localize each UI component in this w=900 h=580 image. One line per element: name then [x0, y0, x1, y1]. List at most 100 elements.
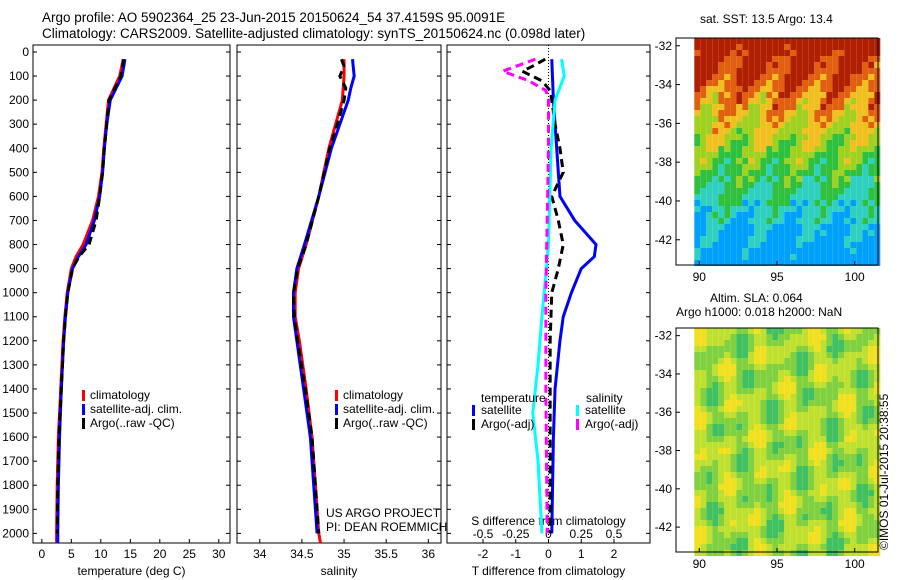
- map-cell: [838, 358, 845, 364]
- map-cell: [694, 466, 701, 472]
- map-cell: [874, 80, 881, 86]
- map-cell: [700, 176, 707, 182]
- map-cell: [844, 490, 851, 496]
- map-cell: [826, 328, 833, 334]
- map-cell: [712, 508, 719, 514]
- map-cell: [868, 502, 875, 508]
- map-cell: [712, 478, 719, 484]
- map-cell: [838, 538, 845, 544]
- map-cell: [838, 352, 845, 358]
- map-cell: [742, 218, 749, 224]
- map-cell: [754, 80, 761, 86]
- map-cell: [754, 56, 761, 62]
- map-cell: [694, 358, 701, 364]
- map-cell: [832, 122, 839, 128]
- map-cell: [850, 80, 857, 86]
- map-cell: [730, 104, 737, 110]
- map-cell: [778, 520, 785, 526]
- map-cell: [730, 194, 737, 200]
- map-cell: [724, 248, 731, 254]
- map-cell: [706, 182, 713, 188]
- map-cell: [838, 514, 845, 520]
- map-cell: [694, 182, 701, 188]
- map-cell: [856, 140, 863, 146]
- map-cell: [862, 448, 869, 454]
- map-cell: [706, 496, 713, 502]
- map-cell: [712, 484, 719, 490]
- map-cell: [814, 484, 821, 490]
- map-cell: [724, 520, 731, 526]
- map-cell: [712, 38, 719, 44]
- map-cell: [850, 128, 857, 134]
- map-cell: [748, 44, 755, 50]
- map-cell: [748, 442, 755, 448]
- series-satellite-adj-clim-: [291, 59, 356, 534]
- series-t-argo-adj-: [518, 57, 565, 534]
- map-cell: [760, 466, 767, 472]
- map-cell: [766, 74, 773, 80]
- map-cell: [856, 520, 863, 526]
- map-cell: [760, 146, 767, 152]
- map-cell: [868, 68, 875, 74]
- map-cell: [706, 140, 713, 146]
- map-cell: [772, 200, 779, 206]
- map-cell: [856, 248, 863, 254]
- map-cell: [772, 430, 779, 436]
- map-cell: [736, 128, 743, 134]
- map-cell: [778, 340, 785, 346]
- map-cell: [772, 104, 779, 110]
- map-cell: [772, 74, 779, 80]
- map-cell: [694, 352, 701, 358]
- map-cell: [850, 194, 857, 200]
- map-cell: [862, 394, 869, 400]
- map-cell: [718, 376, 725, 382]
- map-cell: [700, 448, 707, 454]
- map-cell: [814, 460, 821, 466]
- map-cell: [868, 182, 875, 188]
- map-cell: [760, 128, 767, 134]
- map-cell: [712, 128, 719, 134]
- map-cell: [850, 520, 857, 526]
- map-cell: [820, 92, 827, 98]
- map-cell: [862, 230, 869, 236]
- map-cell: [766, 38, 773, 44]
- map-cell: [718, 200, 725, 206]
- legend-label: satellite: [481, 403, 522, 417]
- map-cell: [790, 388, 797, 394]
- map-cell: [814, 158, 821, 164]
- map-cell: [754, 538, 761, 544]
- map-cell: [700, 86, 707, 92]
- map-cell: [694, 194, 701, 200]
- map-cell: [814, 358, 821, 364]
- map-cell: [862, 496, 869, 502]
- map-cell: [808, 520, 815, 526]
- map-cell: [856, 490, 863, 496]
- map-cell: [796, 478, 803, 484]
- map-cell: [718, 448, 725, 454]
- map-cell: [784, 472, 791, 478]
- map-cell: [760, 158, 767, 164]
- map-cell: [730, 128, 737, 134]
- map-cell: [826, 200, 833, 206]
- map-cell: [820, 406, 827, 412]
- map-cell: [760, 134, 767, 140]
- s-tick-label: -0.25: [502, 527, 530, 541]
- map-cell: [820, 188, 827, 194]
- map-cell: [724, 346, 731, 352]
- map-cell: [856, 230, 863, 236]
- map-cell: [730, 200, 737, 206]
- map-cell: [760, 50, 767, 56]
- map-cell: [742, 358, 749, 364]
- map-cell: [754, 194, 761, 200]
- map-cell: [718, 74, 725, 80]
- map-cell: [808, 194, 815, 200]
- map-cell: [856, 188, 863, 194]
- map-cell: [700, 152, 707, 158]
- map-cell: [718, 400, 725, 406]
- map-cell: [718, 502, 725, 508]
- map-cell: [796, 74, 803, 80]
- map-cell: [796, 38, 803, 44]
- map-cell: [832, 218, 839, 224]
- map-cell: [766, 478, 773, 484]
- map-cell: [718, 484, 725, 490]
